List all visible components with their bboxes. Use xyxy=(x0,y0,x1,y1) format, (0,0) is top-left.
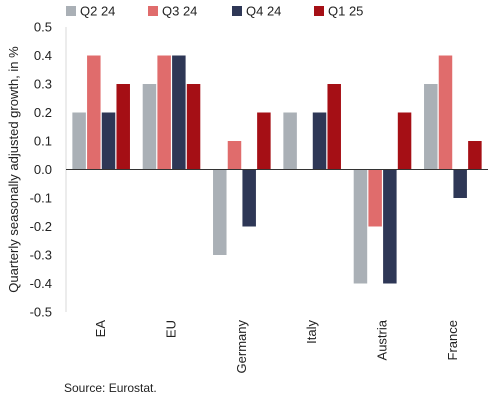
legend-swatch xyxy=(148,6,158,16)
bar-france-q4-24 xyxy=(453,169,467,198)
bar-ea-q2-24 xyxy=(72,112,86,170)
bar-ea-q4-24 xyxy=(101,112,116,170)
bar-france-q2-24 xyxy=(424,84,438,170)
bar-germany-q1-25 xyxy=(257,112,271,170)
bar-austria-q4-24 xyxy=(383,169,397,284)
bar-ea-q1-25 xyxy=(116,84,130,170)
bar-france-q3-24 xyxy=(438,55,453,170)
bar-eu-q3-24 xyxy=(157,55,171,170)
y-tick-label: 0.2 xyxy=(34,105,52,120)
category-labels: EA EU Germany Italy Austria France xyxy=(93,319,460,373)
category-label: Austria xyxy=(375,319,390,360)
bar-eu-q2-24 xyxy=(142,84,157,170)
bar-france-q1-25 xyxy=(468,141,482,170)
legend-swatch xyxy=(66,6,76,16)
bar-italy-q4-24 xyxy=(312,112,327,170)
bar-ea-q3-24 xyxy=(87,55,101,170)
bar-germany-q2-24 xyxy=(213,169,227,255)
category-label: EU xyxy=(164,320,179,338)
bar-germany-q3-24 xyxy=(227,141,242,170)
y-tick-label: -0.2 xyxy=(30,219,52,234)
legend-swatch xyxy=(314,6,324,16)
bar-italy-q1-25 xyxy=(327,84,341,170)
category-label: EA xyxy=(93,320,108,338)
y-axis-label: Quarterly seasonally adjusted growth, in… xyxy=(6,46,21,293)
category-label: Germany xyxy=(234,320,249,374)
y-tick-label: 0.5 xyxy=(34,20,52,35)
y-tick-label: -0.5 xyxy=(30,305,52,320)
legend-label: Q4 24 xyxy=(246,4,281,19)
bars xyxy=(72,55,482,284)
bar-eu-q4-24 xyxy=(172,55,186,170)
legend-swatch xyxy=(232,6,242,16)
y-tick-label: -0.3 xyxy=(30,248,52,263)
y-tick-label: 0.3 xyxy=(34,77,52,92)
bar-eu-q1-25 xyxy=(186,84,201,170)
bar-italy-q2-24 xyxy=(283,112,297,170)
y-tick-label: 0.1 xyxy=(34,134,52,149)
y-tick-label: 0.4 xyxy=(34,48,52,63)
bar-austria-q3-24 xyxy=(368,169,382,227)
category-label: Italy xyxy=(304,320,319,344)
y-tick-label: -0.4 xyxy=(30,276,52,291)
source-note: Source: Eurostat. xyxy=(64,381,157,395)
y-tick-label: 0.0 xyxy=(34,162,52,177)
y-axis-ticks: 0.5 0.4 0.3 0.2 0.1 0.0 -0.1 -0.2 -0.3 -0.4 -0.5 xyxy=(30,20,52,320)
legend: Q2 24 Q3 24 Q4 24 Q1 25 xyxy=(66,4,363,19)
y-tick-label: -0.1 xyxy=(30,191,52,206)
legend-label: Q2 24 xyxy=(80,4,115,19)
bar-austria-q1-25 xyxy=(397,112,412,170)
legend-label: Q1 25 xyxy=(328,4,363,19)
legend-label: Q3 24 xyxy=(162,4,197,19)
bar-germany-q4-24 xyxy=(242,169,256,227)
category-label: France xyxy=(445,320,460,360)
bar-austria-q2-24 xyxy=(353,169,368,284)
